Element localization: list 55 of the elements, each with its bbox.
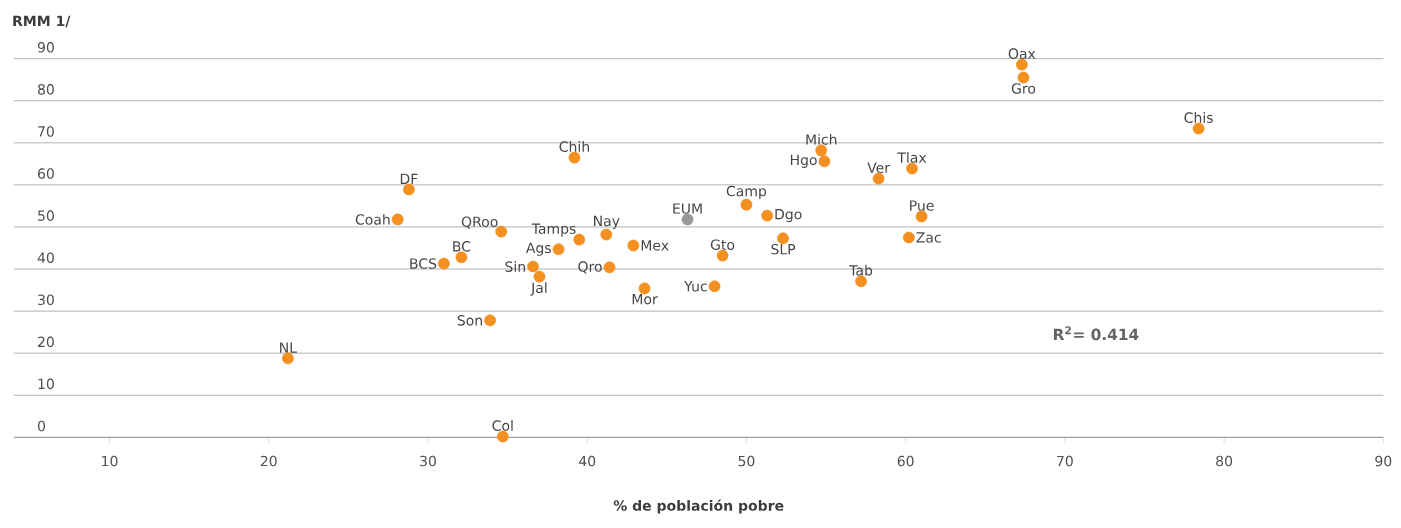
annotation: Mich — [806, 133, 837, 145]
annotation: R$^{2}$= 0.414 — [1053, 326, 1139, 341]
y-tick-label: 10 — [38, 378, 54, 390]
annotation: Oax — [1008, 48, 1036, 59]
y-tick-label: 90 — [37, 42, 54, 53]
y-tick-label: 30 — [38, 294, 54, 306]
annotation: BCS — [410, 258, 437, 269]
annotation: NL — [280, 342, 297, 353]
annotation: Hgo — [790, 154, 817, 168]
annotation: Ver — [867, 162, 891, 173]
annotation: Dgo — [775, 209, 802, 223]
x-tick-label: 10 — [102, 455, 118, 467]
x-tick-label: 30 — [420, 455, 436, 467]
y-tick-label: 0 — [37, 420, 45, 432]
annotation: Chih — [559, 141, 589, 152]
x-tick-label: 20 — [260, 455, 277, 467]
annotation: Mor — [632, 293, 658, 305]
y-tick-label: 20 — [38, 336, 54, 348]
annotation: Tamps — [531, 223, 576, 237]
x-axis-title: % de población pobre — [613, 499, 784, 514]
annotation: EUM — [673, 203, 702, 214]
x-tick-label: 50 — [738, 455, 755, 467]
y-tick-label: 50 — [38, 210, 54, 221]
y-tick-label: 60 — [38, 168, 54, 179]
annotation: Nay — [594, 215, 620, 229]
annotation: Chis — [1184, 112, 1213, 123]
annotation: SLP — [771, 243, 796, 255]
annotation: Pue — [910, 200, 934, 211]
annotation: Son — [457, 315, 482, 326]
x-tick-label: 90 — [1375, 455, 1392, 467]
x-tick-label: 70 — [1057, 455, 1073, 467]
annotation: Zac — [916, 232, 941, 243]
annotation: Jal — [530, 282, 547, 296]
annotation: Camp — [726, 185, 767, 200]
x-tick-label: 40 — [578, 455, 596, 467]
annotation: Gto — [710, 239, 735, 250]
annotation: Tab — [849, 264, 873, 276]
y-axis-title: RMM 1/ — [13, 15, 71, 28]
x-tick-label: 80 — [1216, 455, 1233, 467]
annotation: Mex — [641, 240, 669, 251]
y-tick-label: 70 — [38, 126, 54, 137]
annotation: Col — [492, 420, 513, 431]
annotation: Yuc — [684, 281, 707, 292]
x-tick-label: 60 — [897, 455, 914, 467]
annotation: Tlax — [897, 152, 927, 163]
annotation: BC — [453, 241, 471, 252]
annotation: Sin — [505, 261, 525, 272]
y-tick-label: 40 — [37, 252, 54, 263]
y-tick-label: 80 — [37, 84, 54, 95]
annotation: Coah — [355, 213, 390, 225]
annotation: DF — [400, 173, 418, 184]
annotation: Qro — [578, 261, 602, 274]
annotation: QRoo — [461, 216, 498, 229]
annotation: Gro — [1011, 83, 1036, 94]
annotation: Ags — [525, 242, 551, 256]
